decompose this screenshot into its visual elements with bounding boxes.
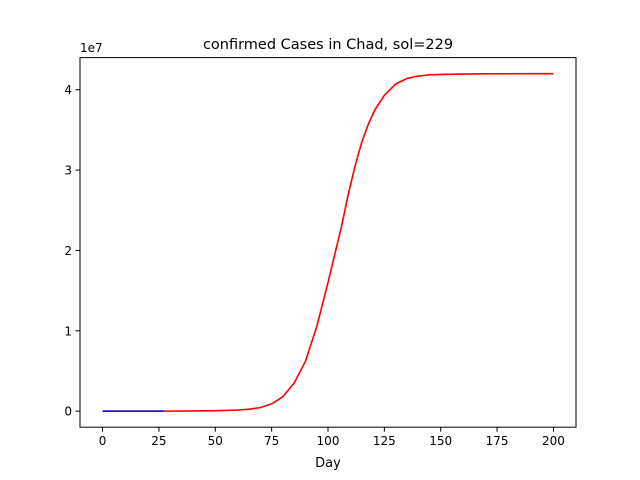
y-tick-label: 1 [64, 324, 72, 338]
x-tick-label: 175 [486, 434, 509, 448]
x-tick-label: 125 [373, 434, 396, 448]
x-tick-label: 25 [151, 434, 166, 448]
series-line-red [102, 72, 554, 412]
y-tick-label: 4 [64, 83, 72, 97]
y-offset-label: 1e7 [80, 41, 103, 55]
plot-frame [79, 57, 577, 428]
x-tick-label: 0 [99, 434, 107, 448]
x-axis-label: Day [315, 456, 341, 471]
y-tick-label: 2 [64, 244, 72, 258]
x-tick-label: 150 [429, 434, 452, 448]
x-tick-label: 100 [317, 434, 340, 448]
x-tick-label: 50 [208, 434, 223, 448]
y-tick-label: 0 [64, 405, 72, 419]
y-tick-label: 3 [64, 164, 72, 178]
x-tick-label: 200 [542, 434, 565, 448]
x-tick-label: 75 [264, 434, 279, 448]
chart-title: confirmed Cases in Chad, sol=229 [203, 37, 453, 53]
